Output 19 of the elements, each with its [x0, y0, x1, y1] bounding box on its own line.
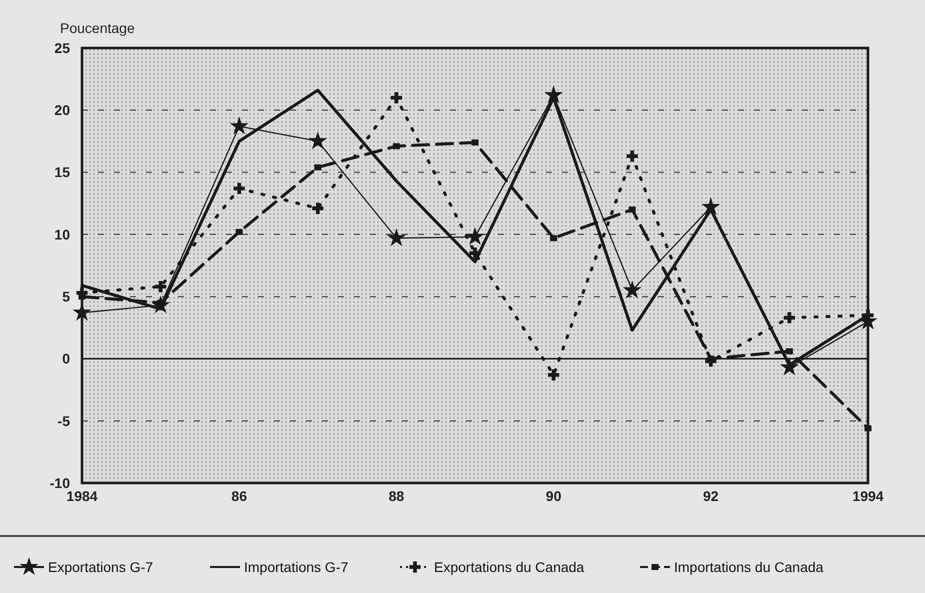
y-tick-label: 5	[62, 288, 70, 304]
y-tick-label: 0	[62, 350, 70, 367]
y-axis-title: Poucentage	[60, 20, 135, 36]
y-tick-label: 25	[54, 40, 70, 56]
legend-label: Importations G-7	[244, 559, 348, 575]
x-tick-label: 90	[546, 488, 562, 504]
y-tick-label: 10	[54, 226, 70, 242]
y-tick-label: 20	[54, 102, 70, 118]
x-tick-label: 86	[231, 488, 248, 504]
legend-label: Exportations G-7	[48, 559, 154, 575]
y-tick-label: -5	[58, 412, 70, 429]
y-tick-label: -10	[50, 474, 70, 491]
x-tick-label: 88	[388, 488, 404, 504]
x-tick-label: 1984	[66, 488, 98, 504]
y-tick-label: 15	[54, 164, 70, 180]
x-tick-label: 1994	[852, 488, 884, 504]
x-tick-label: 92	[703, 488, 719, 504]
legend-label: Importations du Canada	[674, 559, 824, 575]
legend-label: Exportations du Canada	[434, 559, 584, 575]
